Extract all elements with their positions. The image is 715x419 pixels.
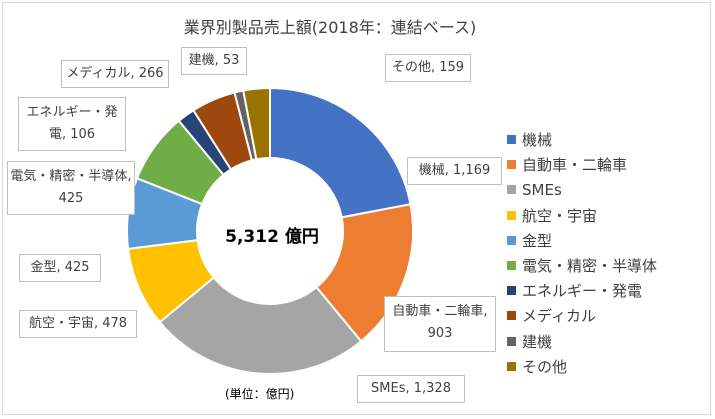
legend-swatch bbox=[507, 361, 516, 371]
legend-item-3: 航空・宇宙 bbox=[507, 203, 657, 228]
legend-item-7: メディカル bbox=[507, 303, 657, 328]
legend-item-1: 自動車・二輪車 bbox=[507, 152, 657, 177]
legend-item-0: 機械 bbox=[507, 127, 657, 152]
legend-swatch bbox=[507, 336, 516, 346]
slice-2 bbox=[158, 276, 363, 375]
data-label-2: SMEs, 1,328 bbox=[357, 375, 465, 403]
data-label-1: 自動車・二輪車, 903 bbox=[384, 296, 496, 352]
unit-note: (単位：億円) bbox=[225, 387, 295, 401]
slice-9 bbox=[242, 86, 271, 161]
data-label-3: 航空・宇宙, 478 bbox=[19, 310, 137, 338]
legend-label: 電気・精密・半導体 bbox=[522, 257, 658, 276]
legend-label: メディカル bbox=[522, 307, 596, 326]
legend-swatch bbox=[507, 286, 516, 296]
data-label-5: 電気・精密・半導体, 425 bbox=[7, 161, 135, 215]
legend-swatch bbox=[507, 135, 516, 145]
legend-label: 機械 bbox=[522, 131, 553, 150]
data-label-0: 機械, 1,169 bbox=[407, 157, 502, 185]
data-label-7: メディカル, 266 bbox=[61, 60, 169, 88]
legend-label: 航空・宇宙 bbox=[522, 206, 598, 225]
legend-swatch bbox=[507, 311, 516, 321]
legend-item-2: SMEs bbox=[507, 177, 657, 202]
legend-swatch bbox=[507, 185, 516, 195]
legend-item-9: その他 bbox=[507, 354, 657, 379]
legend-swatch bbox=[507, 160, 516, 170]
legend-swatch bbox=[507, 261, 516, 271]
legend-item-6: エネルギー・発電 bbox=[507, 278, 657, 303]
slice-0 bbox=[269, 86, 412, 219]
data-label-4: 金型, 425 bbox=[19, 254, 101, 282]
chart-frame bbox=[2, 2, 711, 415]
legend-swatch bbox=[507, 235, 516, 245]
data-label-9: その他, 159 bbox=[385, 54, 471, 82]
legend-item-8: 建機 bbox=[507, 329, 657, 354]
data-label-8: 建機, 53 bbox=[181, 47, 247, 75]
legend-swatch bbox=[507, 210, 516, 220]
legend-label: その他 bbox=[522, 357, 568, 376]
chart-title: 業界別製品売上額(2018年：連結ベース) bbox=[183, 18, 477, 37]
legend-label: 自動車・二輪車 bbox=[522, 156, 628, 175]
legend-item-5: 電気・精密・半導体 bbox=[507, 253, 657, 278]
data-label-6: エネルギー・発電, 106 bbox=[18, 97, 126, 151]
legend-label: SMEs bbox=[522, 180, 562, 199]
legend-label: エネルギー・発電 bbox=[522, 282, 643, 301]
legend-item-4: 金型 bbox=[507, 228, 657, 253]
legend: 機械自動車・二輪車 SMEs 航空・宇宙金型電気・精密・半導体 エネルギー・発電 メディ… bbox=[507, 127, 657, 379]
legend-label: 建機 bbox=[522, 332, 553, 351]
legend-label: 金型 bbox=[522, 231, 553, 250]
center-total-label: 5,312 億円 bbox=[225, 227, 319, 247]
